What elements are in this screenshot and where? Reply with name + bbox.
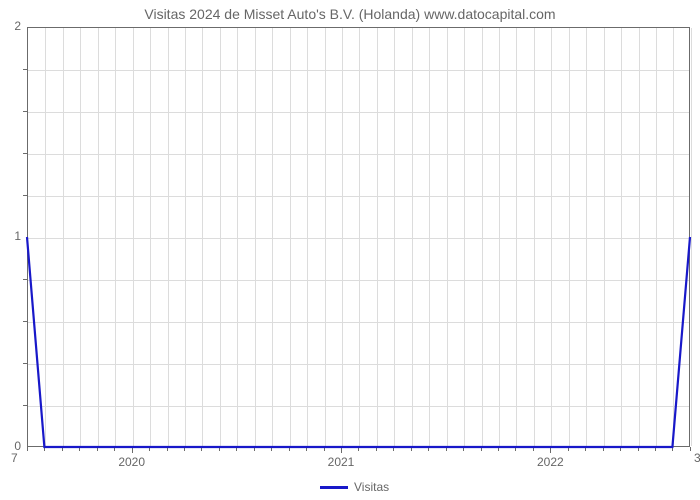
gridline-vertical (691, 28, 692, 446)
x-tick-label: 2022 (520, 455, 580, 469)
y-tick-label: 2 (3, 19, 21, 33)
chart-container: Visitas 2024 de Misset Auto's B.V. (Hola… (0, 0, 700, 500)
legend: Visitas (320, 480, 389, 494)
corner-bottom-left: 7 (11, 451, 18, 465)
corner-bottom-right: 3 (694, 451, 700, 465)
legend-label: Visitas (354, 480, 389, 494)
chart-title: Visitas 2024 de Misset Auto's B.V. (Hola… (0, 6, 700, 22)
x-tick-label: 2021 (311, 455, 371, 469)
y-tick-label: 1 (3, 229, 21, 243)
legend-swatch (320, 486, 348, 489)
x-minor-tick (27, 447, 28, 451)
x-tick-label: 2020 (102, 455, 162, 469)
series-line (27, 27, 690, 447)
x-minor-tick (690, 447, 691, 451)
